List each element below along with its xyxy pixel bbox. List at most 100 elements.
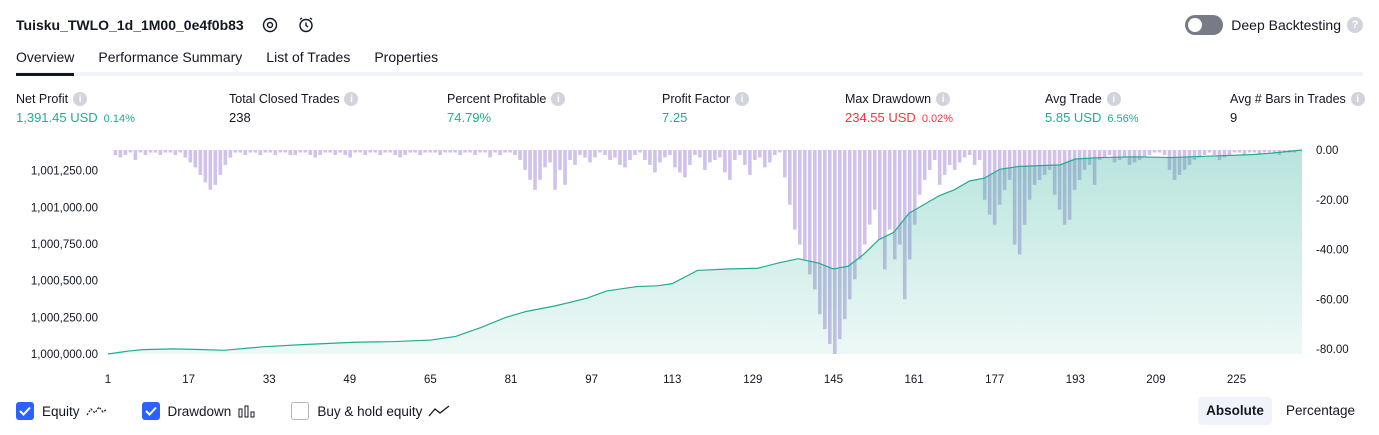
- absolute-button[interactable]: Absolute: [1198, 397, 1272, 425]
- stat-avg-bars: Avg # Bars in Trades i 9: [1230, 92, 1365, 125]
- drawdown-bar: [258, 150, 263, 155]
- tab-list-of-trades[interactable]: List of Trades: [266, 49, 351, 65]
- info-icon[interactable]: i: [1350, 92, 1365, 106]
- info-icon[interactable]: i: [551, 92, 566, 106]
- tab-overview[interactable]: Overview: [16, 44, 75, 76]
- drawdown-bar: [1142, 150, 1147, 158]
- x-tick-label: 177: [985, 374, 1004, 386]
- drawdown-bar: [598, 150, 602, 153]
- drawdown-bar: [748, 150, 752, 175]
- help-icon[interactable]: ?: [1347, 17, 1363, 33]
- info-icon[interactable]: i: [73, 92, 88, 106]
- drawdown-bar: [1257, 150, 1262, 155]
- drawdown-bar: [438, 150, 442, 155]
- drawdown-bar: [288, 150, 293, 155]
- drawdown-checkbox[interactable]: [141, 402, 160, 420]
- drawdown-bar: [148, 150, 153, 153]
- drawdown-bar: [808, 150, 812, 275]
- drawdown-bar: [583, 150, 587, 158]
- drawdown-bar: [1132, 150, 1137, 163]
- drawdown-bar: [942, 150, 947, 175]
- drawdown-bar: [758, 150, 762, 158]
- drawdown-bar: [118, 150, 123, 158]
- equity-checkbox[interactable]: [16, 402, 34, 420]
- drawdown-bar: [478, 150, 482, 153]
- drawdown-y-tick-label: 0.00: [1316, 145, 1338, 157]
- equity-y-tick-label: 1,000,000.00: [31, 349, 98, 361]
- drawdown-bar: [283, 150, 288, 153]
- drawdown-bar: [932, 150, 937, 160]
- drawdown-bar: [563, 150, 567, 185]
- legend-equity[interactable]: Equity: [16, 402, 108, 420]
- info-icon[interactable]: i: [735, 92, 750, 106]
- drawdown-bar: [1147, 150, 1152, 155]
- drawdown-bar: [638, 150, 642, 153]
- drawdown-bar: [533, 150, 537, 190]
- stat-net-profit: Net Profit i 1,391.45 USD 0.14%: [16, 92, 135, 125]
- drawdown-bar: [852, 150, 857, 280]
- settings-icon[interactable]: [260, 15, 280, 35]
- drawdown-bar: [912, 150, 917, 225]
- drawdown-bar: [832, 150, 837, 354]
- drawdown-bar: [788, 150, 792, 205]
- drawdown-bar: [962, 150, 967, 158]
- drawdown-y-tick-label: -60.00: [1316, 294, 1349, 306]
- drawdown-bar: [1152, 150, 1157, 153]
- drawdown-bar: [223, 150, 228, 165]
- drawdown-bar: [673, 150, 677, 168]
- deep-backtesting-toggle[interactable]: [1185, 15, 1224, 35]
- drawdown-bar: [173, 150, 178, 155]
- drawdown-bar: [228, 150, 233, 158]
- drawdown-bar: [633, 150, 637, 155]
- add-alert-clock-icon[interactable]: [296, 15, 316, 35]
- drawdown-bar: [703, 150, 707, 170]
- drawdown-bar: [618, 150, 622, 165]
- net-profit-pct: 0.14%: [103, 113, 135, 125]
- drawdown-bar: [1162, 150, 1167, 155]
- drawdown-bar: [393, 150, 397, 155]
- drawdown-bar: [753, 150, 757, 160]
- legend-drawdown[interactable]: Drawdown: [141, 402, 258, 420]
- drawdown-bar: [897, 150, 902, 245]
- x-tick-label: 193: [1066, 374, 1085, 386]
- percent-profitable-value: 74.79%: [447, 110, 492, 125]
- drawdown-bar: [253, 150, 258, 153]
- x-tick-label: 145: [824, 374, 843, 386]
- x-tick-label: 209: [1146, 374, 1165, 386]
- drawdown-bar: [763, 150, 767, 168]
- drawdown-bar: [823, 150, 827, 330]
- drawdown-bar: [408, 150, 412, 153]
- tab-performance-summary[interactable]: Performance Summary: [98, 49, 243, 65]
- info-icon[interactable]: i: [1106, 92, 1121, 106]
- buy-hold-checkbox[interactable]: [291, 402, 310, 420]
- drawdown-bar: [323, 150, 328, 153]
- drawdown-bar: [728, 150, 732, 180]
- equity-drawdown-chart[interactable]: 1,000,000.00 1,000,250.00 1,000,500.00 1,00…: [0, 140, 1379, 390]
- drawdown-bar: [368, 150, 372, 153]
- info-icon[interactable]: i: [344, 92, 359, 106]
- drawdown-bar: [793, 150, 797, 230]
- x-axis: 1 17 33 49 65 81 97 113 129 145 161 177 193 209 225: [105, 374, 1246, 386]
- drawdown-bar: [168, 150, 173, 153]
- info-icon[interactable]: i: [936, 92, 951, 106]
- drawdown-bar: [718, 150, 722, 158]
- avg-bars-value: 9: [1230, 110, 1238, 125]
- drawdown-bar: [603, 150, 607, 155]
- drawdown-bar: [887, 150, 892, 230]
- percentage-button[interactable]: Percentage: [1285, 403, 1355, 418]
- drawdown-bar: [937, 150, 942, 185]
- legend-buy-hold[interactable]: Buy & hold equity: [291, 402, 450, 420]
- drawdown-bar: [723, 150, 727, 173]
- drawdown-bar: [123, 150, 128, 155]
- drawdown-bar: [328, 150, 333, 153]
- drawdown-bar: [1247, 150, 1252, 153]
- drawdown-bar: [473, 150, 477, 155]
- drawdown-bar: [773, 150, 777, 155]
- drawdown-bar: [828, 150, 832, 345]
- drawdown-bar: [982, 150, 987, 200]
- drawdown-bar: [872, 150, 877, 210]
- tab-properties[interactable]: Properties: [374, 49, 439, 65]
- drawdown-bar: [847, 150, 852, 300]
- total-closed-trades-label: Total Closed Trades: [229, 92, 340, 106]
- drawdown-bar: [1087, 150, 1092, 165]
